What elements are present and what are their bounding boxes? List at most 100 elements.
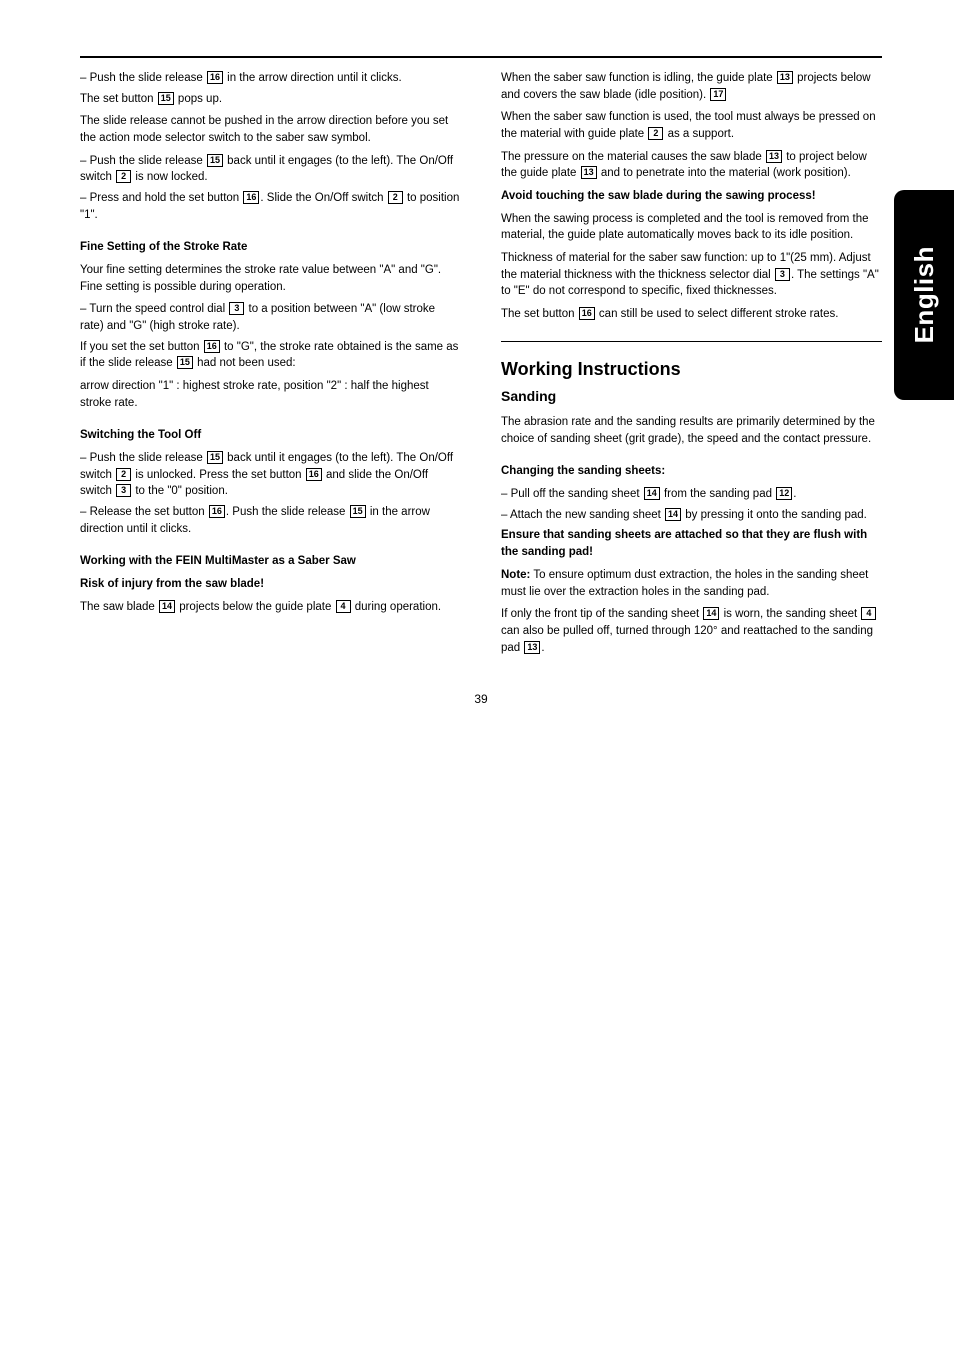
ref-box: 14 bbox=[644, 487, 660, 500]
text: The set button bbox=[80, 93, 157, 105]
right-p10: – Attach the new sanding sheet 14 by pre… bbox=[501, 507, 882, 524]
ref-box: 2 bbox=[388, 191, 403, 204]
text: . bbox=[541, 642, 544, 654]
text: The set button bbox=[501, 308, 578, 320]
right-p7: The set button 16 can still be used to s… bbox=[501, 306, 882, 323]
text: When the saber saw function is idling, t… bbox=[501, 72, 776, 84]
right-p6: Thickness of material for the saber saw … bbox=[501, 250, 882, 300]
ref-box: 17 bbox=[710, 88, 726, 101]
right-note: Note: To ensure optimum dust extraction,… bbox=[501, 567, 882, 600]
left-p4: – Push the slide release 15 back until i… bbox=[80, 153, 461, 186]
ref-box: 16 bbox=[207, 71, 223, 84]
ref-box: 3 bbox=[116, 484, 131, 497]
left-p3: The slide release cannot be pushed in th… bbox=[80, 113, 461, 146]
ref-box: 13 bbox=[524, 641, 540, 654]
left-p9: arrow direction "1" : highest stroke rat… bbox=[80, 378, 461, 411]
ref-box: 2 bbox=[116, 468, 131, 481]
left-p2: The set button 15 pops up. bbox=[80, 91, 461, 108]
left-p11: – Release the set button 16. Push the sl… bbox=[80, 504, 461, 537]
ref-box: 2 bbox=[116, 170, 131, 183]
text: in the arrow direction until it clicks. bbox=[224, 72, 402, 84]
text: The pressure on the material causes the … bbox=[501, 151, 765, 163]
text: . Push the slide release bbox=[226, 506, 349, 518]
top-rule bbox=[80, 56, 882, 58]
ref-box: 15 bbox=[158, 92, 174, 105]
ref-box: 13 bbox=[581, 166, 597, 179]
text: by pressing it onto the sanding pad. bbox=[682, 509, 867, 521]
ref-box: 16 bbox=[204, 340, 220, 353]
text: pops up. bbox=[175, 93, 222, 105]
text: Turn the speed control dial bbox=[89, 303, 228, 315]
note-label: Note: bbox=[501, 569, 530, 581]
heading-sanding: Sanding bbox=[501, 386, 882, 406]
left-p12: Risk of injury from the saw blade! bbox=[80, 576, 461, 593]
heading-changing-sheets: Changing the sanding sheets: bbox=[501, 463, 882, 480]
text: is unlocked. Press the set button bbox=[132, 469, 305, 481]
left-p6: Your fine setting determines the stroke … bbox=[80, 262, 461, 295]
text: . Slide the On/Off switch bbox=[260, 192, 386, 204]
text: can also be pulled off, turned through 1… bbox=[501, 625, 873, 654]
left-p8: If you set the set button 16 to "G", the… bbox=[80, 339, 461, 372]
ref-box: 14 bbox=[665, 508, 681, 521]
text: from the sanding pad bbox=[661, 488, 775, 500]
right-p2: When the saber saw function is used, the… bbox=[501, 109, 882, 142]
ref-box: 13 bbox=[777, 71, 793, 84]
right-p9: – Pull off the sanding sheet 14 from the… bbox=[501, 486, 882, 503]
column-left: – Push the slide release 16 in the arrow… bbox=[80, 70, 461, 662]
ref-box: 16 bbox=[243, 191, 259, 204]
page-content: – Push the slide release 16 in the arrow… bbox=[0, 0, 954, 746]
text: had not been used: bbox=[194, 357, 296, 369]
text: Push the slide release bbox=[90, 155, 206, 167]
left-p7: – Turn the speed control dial 3 to a pos… bbox=[80, 301, 461, 334]
right-p3: The pressure on the material causes the … bbox=[501, 149, 882, 182]
ref-box: 12 bbox=[776, 487, 792, 500]
text: Push the slide release bbox=[90, 452, 206, 464]
heading-switch-off: Switching the Tool Off bbox=[80, 427, 461, 444]
text: during operation. bbox=[352, 601, 442, 613]
text: projects below the guide plate bbox=[176, 601, 335, 613]
text: is now locked. bbox=[132, 171, 207, 183]
right-p5: When the sawing process is completed and… bbox=[501, 211, 882, 244]
ref-box: 14 bbox=[703, 607, 719, 620]
heading-working-instructions: Working Instructions bbox=[501, 356, 882, 382]
ref-box: 16 bbox=[579, 307, 595, 320]
right-p1: When the saber saw function is idling, t… bbox=[501, 70, 882, 103]
ref-box: 16 bbox=[306, 468, 322, 481]
ref-box: 16 bbox=[209, 505, 225, 518]
text: can still be used to select different st… bbox=[596, 308, 839, 320]
ref-box: 3 bbox=[775, 268, 790, 281]
left-p5: – Press and hold the set button 16. Slid… bbox=[80, 190, 461, 223]
text: Press and hold the set button bbox=[90, 192, 243, 204]
ref-box: 4 bbox=[861, 607, 876, 620]
left-p1: – Push the slide release 16 in the arrow… bbox=[80, 70, 461, 87]
ref-box: 15 bbox=[207, 451, 223, 464]
right-p12: If only the front tip of the sanding she… bbox=[501, 606, 882, 656]
ref-box: 2 bbox=[648, 127, 663, 140]
right-p8: The abrasion rate and the sanding result… bbox=[501, 414, 882, 447]
heading-fine-setting: Fine Setting of the Stroke Rate bbox=[80, 239, 461, 256]
ref-box: 15 bbox=[350, 505, 366, 518]
text: Attach the new sanding sheet bbox=[510, 509, 664, 521]
note-text: To ensure optimum dust extraction, the h… bbox=[501, 569, 868, 598]
two-columns: – Push the slide release 16 in the arrow… bbox=[80, 70, 882, 662]
right-p11: Ensure that sanding sheets are attached … bbox=[501, 527, 882, 560]
text: The saw blade bbox=[80, 601, 158, 613]
text: If you set the set button bbox=[80, 341, 203, 353]
ref-box: 3 bbox=[229, 302, 244, 315]
text: to the "0" position. bbox=[132, 485, 228, 497]
ref-box: 14 bbox=[159, 600, 175, 613]
ref-box: 15 bbox=[177, 356, 193, 369]
text: as a support. bbox=[664, 128, 734, 140]
text: Push the slide release bbox=[90, 72, 206, 84]
text: and to penetrate into the material (work… bbox=[598, 167, 851, 179]
text: is worn, the sanding sheet bbox=[720, 608, 860, 620]
left-p13: The saw blade 14 projects below the guid… bbox=[80, 599, 461, 616]
heading-saber-saw: Working with the FEIN MultiMaster as a S… bbox=[80, 553, 461, 570]
text: . bbox=[793, 488, 796, 500]
page-number: 39 bbox=[80, 692, 882, 706]
ref-box: 4 bbox=[336, 600, 351, 613]
text: Release the set button bbox=[90, 506, 208, 518]
ref-box: 15 bbox=[207, 154, 223, 167]
column-right: When the saber saw function is idling, t… bbox=[501, 70, 882, 662]
text: Pull off the sanding sheet bbox=[511, 488, 643, 500]
